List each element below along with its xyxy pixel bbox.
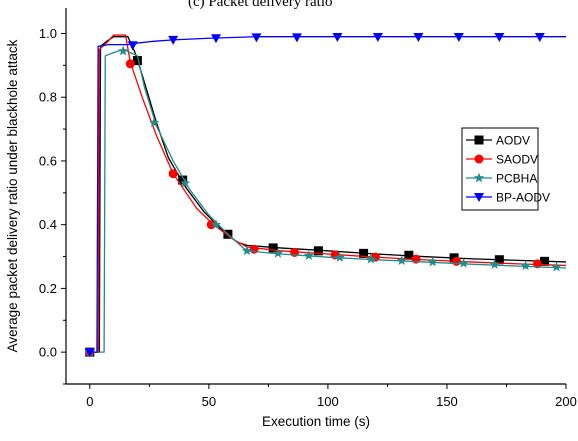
data-point-bp-aodv [291, 33, 302, 43]
series-bp-aodv [84, 32, 566, 358]
data-point-bp-aodv [168, 35, 179, 45]
data-point-pcbha [489, 259, 500, 269]
data-point-aodv [132, 56, 142, 66]
data-point-aodv [268, 243, 278, 253]
data-point-bp-aodv [494, 32, 505, 42]
y-tick-label: 0.0 [39, 345, 57, 360]
data-point-bp-aodv [251, 33, 262, 43]
series-group [84, 32, 567, 358]
data-point-bp-aodv [534, 32, 545, 42]
legend-marker-aodv [474, 135, 484, 145]
data-point-aodv [540, 256, 550, 266]
data-point-bp-aodv [211, 34, 221, 44]
data-point-pcbha [272, 247, 284, 258]
data-point-aodv [494, 255, 504, 265]
data-point-pcbha [179, 177, 191, 188]
data-point-pcbha [365, 253, 376, 264]
data-point-aodv [404, 250, 414, 260]
series-line-saodv [89, 34, 567, 353]
x-tick-label: 100 [317, 394, 339, 409]
data-point-pcbha [241, 245, 253, 256]
data-point-pcbha [396, 255, 407, 266]
series-line-pcbha [89, 48, 567, 353]
legend-label-bp-aodv: BP-AODV [496, 191, 550, 205]
data-point-pcbha [551, 261, 562, 272]
x-tick-label: 50 [202, 394, 216, 409]
x-tick-label: 0 [86, 394, 93, 409]
y-tick-label: 0.2 [39, 281, 57, 296]
y-tick-label: 1.0 [39, 26, 57, 41]
legend-marker-bp-aodv [474, 193, 484, 202]
data-point-pcbha [334, 252, 345, 262]
data-point-pcbha [148, 117, 160, 128]
data-point-saodv [532, 259, 542, 269]
data-point-bp-aodv [372, 32, 383, 42]
data-point-bp-aodv [332, 32, 343, 42]
data-point-aodv [359, 248, 369, 258]
y-axis-title: Average packet delivery ratio under blac… [5, 39, 20, 352]
data-point-bp-aodv [127, 41, 138, 51]
data-point-pcbha [118, 45, 129, 56]
data-point-pcbha [303, 250, 314, 260]
x-tick-label: 150 [436, 394, 458, 409]
legend-label-aodv: AODV [496, 134, 530, 148]
data-point-bp-aodv [453, 32, 464, 42]
y-tick-label: 0.8 [39, 90, 57, 105]
legend-marker-pcbha [473, 172, 485, 183]
series-line-bp-aodv [89, 36, 566, 353]
data-point-pcbha [458, 257, 469, 268]
y-tick-label: 0.4 [39, 217, 57, 232]
legend-marker-saodv [474, 154, 484, 164]
data-point-pcbha [210, 219, 222, 230]
data-point-bp-aodv [84, 348, 95, 358]
legend-label-saodv: SAODV [496, 153, 538, 167]
y-tick-label: 0.6 [39, 153, 57, 168]
series-pcbha [84, 45, 567, 357]
data-point-saodv [451, 256, 461, 266]
x-axis-title: Execution time (s) [262, 414, 370, 429]
data-point-aodv [313, 246, 323, 256]
data-point-aodv [178, 175, 188, 185]
x-tick-label: 200 [555, 394, 577, 409]
legend-label-pcbha: PCBHA [496, 172, 537, 186]
data-point-pcbha [520, 260, 531, 271]
axes: 0 50 100 150 200 0.0 0.2 0.4 0.6 0.8 1.0 [39, 8, 577, 409]
data-point-bp-aodv [413, 32, 424, 42]
data-point-saodv [168, 169, 178, 179]
chart-heading-fragment: (c) Packet delivery ratio [188, 0, 333, 10]
data-point-saodv [125, 59, 135, 69]
data-point-pcbha [427, 256, 438, 267]
legend: AODV SAODV PCBHA BP-AODV [461, 127, 550, 211]
